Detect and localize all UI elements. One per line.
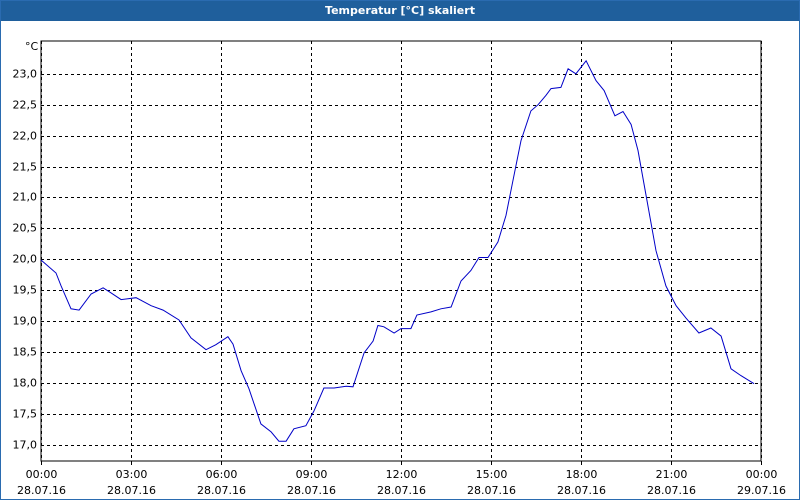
x-tick-label: 06:00 28.07.16 bbox=[197, 468, 246, 497]
y-tick-label: 21,0 bbox=[13, 191, 38, 204]
y-tick-label: 23,0 bbox=[13, 68, 38, 81]
x-tick-label: 18:00 28.07.16 bbox=[557, 468, 606, 497]
y-tick-label: 19,5 bbox=[13, 284, 38, 297]
x-tick-label: 15:00 28.07.16 bbox=[467, 468, 516, 497]
y-tick-label: 20,0 bbox=[13, 253, 38, 266]
x-tick-label: 03:00 28.07.16 bbox=[107, 468, 156, 497]
x-tick-label: 00:00 29.07.16 bbox=[737, 468, 786, 497]
line bbox=[40, 59, 755, 442]
x-tick-label: 12:00 28.07.16 bbox=[377, 468, 426, 497]
x-tick-label: 00:00 28.07.16 bbox=[17, 468, 66, 497]
y-tick-label: 17,5 bbox=[13, 408, 38, 421]
y-tick-label: 18,5 bbox=[13, 346, 38, 359]
y-tick-label: 17,0 bbox=[13, 439, 38, 452]
y-tick-label: 22,0 bbox=[13, 130, 38, 143]
y-tick-label: 19,0 bbox=[13, 315, 38, 328]
y-tick-label: 18,0 bbox=[13, 377, 38, 390]
y-tick-label: 21,5 bbox=[13, 161, 38, 174]
x-tick-label: 09:00 28.07.16 bbox=[287, 468, 336, 497]
y-tick-label: 22,5 bbox=[13, 99, 38, 112]
chart-title: Temperatur [°C] skaliert bbox=[1, 1, 799, 21]
x-tick-label: 21:00 28.07.16 bbox=[647, 468, 696, 497]
y-tick-label: 20,5 bbox=[13, 222, 38, 235]
y-unit: °C bbox=[25, 40, 39, 53]
